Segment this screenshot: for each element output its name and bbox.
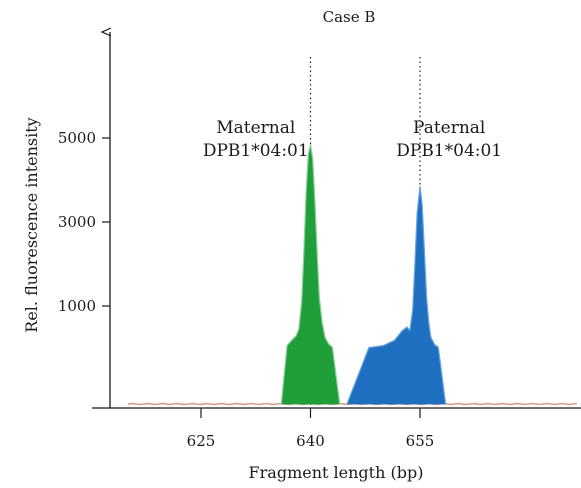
series-area-2 [346, 186, 447, 405]
x-tick-label-3: 655 [406, 432, 435, 450]
series-line-1 [280, 144, 341, 405]
y-tick-label-2: 3000 [58, 213, 96, 231]
series-group [280, 144, 447, 405]
y-tick-label-1: 1000 [58, 297, 96, 315]
x-axis-label: Fragment length (bp) [249, 463, 424, 482]
chart-title: Case B [323, 8, 376, 26]
series-line-2 [346, 186, 447, 405]
y-tick-label-3: 5000 [58, 129, 96, 147]
annotation-1-line-2: DPB1*04:01 [203, 141, 309, 161]
y-ticks: 1000 3000 5000 [58, 129, 110, 315]
x-tick-label-2: 640 [296, 432, 325, 450]
x-ticks: 625 640 655 [187, 408, 435, 450]
annotation-1-line-1: Maternal [216, 118, 295, 138]
y-axis-label: Rel. fluorescence intensity [22, 117, 41, 332]
x-tick-label-1: 625 [187, 432, 216, 450]
series-area-1 [280, 144, 341, 405]
annotation-2-line-2: DPB1*04:01 [396, 141, 502, 161]
annotation-2-line-1: Paternal [413, 118, 485, 138]
annotations: Maternal DPB1*04:01 Paternal DPB1*04:01 [203, 118, 502, 161]
